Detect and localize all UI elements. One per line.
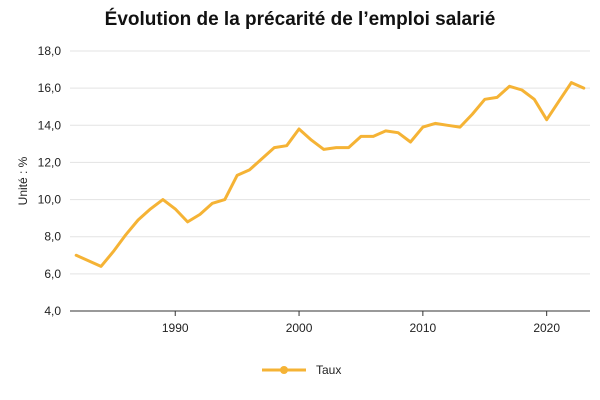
- series-group: [74, 81, 586, 268]
- legend-marker-taux: [280, 366, 288, 374]
- y-tick-label: 8,0: [44, 230, 61, 244]
- y-tick-label: 10,0: [38, 193, 62, 207]
- y-tick-label: 6,0: [44, 267, 61, 281]
- y-tick-label: 4,0: [44, 304, 61, 318]
- x-tick-label: 1990: [162, 321, 189, 335]
- y-tick-label: 12,0: [38, 155, 62, 169]
- y-axis-label: Unité : %: [16, 156, 30, 205]
- gridlines: [70, 50, 590, 275]
- legend[interactable]: Taux: [262, 363, 341, 377]
- series-line-taux: [74, 81, 586, 268]
- y-tick-label: 16,0: [38, 81, 62, 95]
- y-axis-ticks: 4,0 6,0 8,0 10,0 12,0 14,0 16,0 18,0: [38, 44, 62, 318]
- y-tick-label: 18,0: [38, 44, 62, 58]
- x-axis-ticks: 1990 2000 2010 2020: [162, 311, 560, 335]
- chart-title: Évolution de la précarité de l’emploi sa…: [105, 8, 496, 30]
- legend-label-taux: Taux: [316, 363, 341, 377]
- x-tick-label: 2000: [286, 321, 313, 335]
- y-tick-label: 14,0: [38, 118, 62, 132]
- x-tick-label: 2010: [410, 321, 437, 335]
- x-tick-label: 2020: [533, 321, 560, 335]
